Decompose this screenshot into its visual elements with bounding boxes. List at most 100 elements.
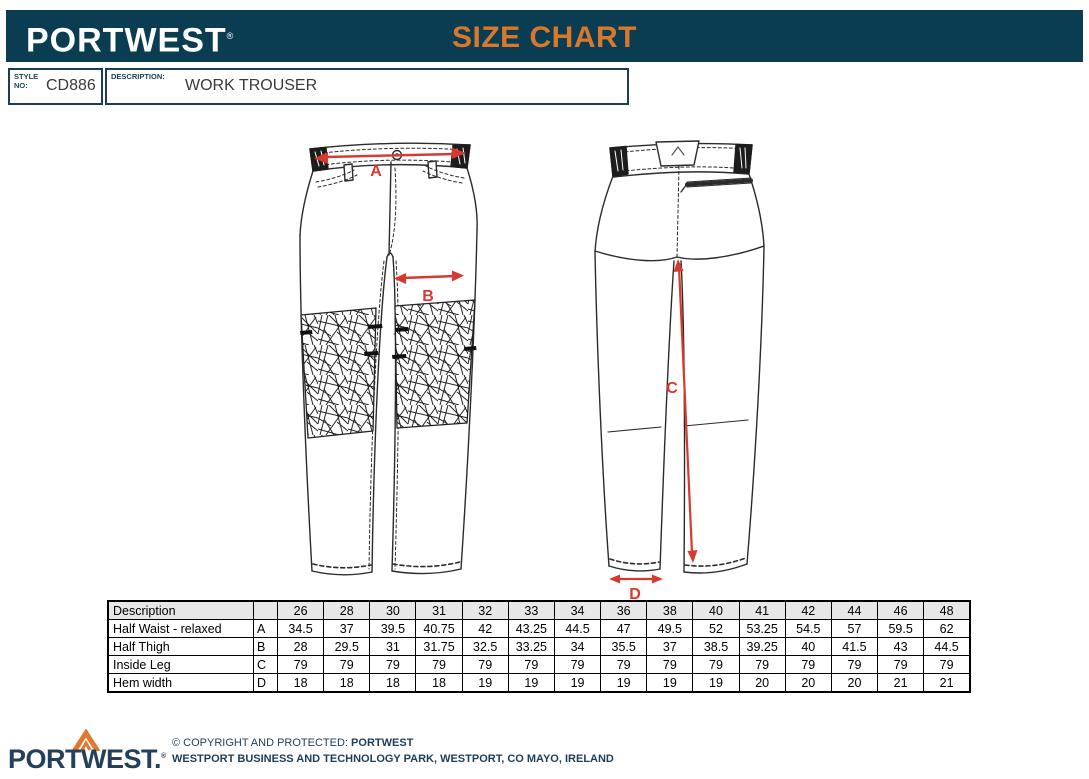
- col-header-size: 46: [877, 600, 925, 620]
- size-value: 39.25: [738, 637, 786, 656]
- size-value: 18: [276, 673, 325, 693]
- size-value: 19: [553, 673, 602, 693]
- size-value: 21: [877, 673, 925, 693]
- measurement-letter: C: [253, 655, 278, 674]
- col-header-size: 38: [646, 600, 694, 620]
- size-value: 40: [784, 637, 832, 656]
- size-value: 79: [784, 655, 832, 674]
- measure-label-b: B: [422, 288, 434, 305]
- col-header-size: 28: [323, 600, 371, 620]
- size-value: 20: [738, 673, 786, 693]
- size-value: 19: [692, 673, 740, 693]
- col-header-size: 36: [600, 600, 648, 620]
- size-value: 39.5: [369, 619, 417, 638]
- description-value: WORK TROUSER: [185, 77, 318, 94]
- measurement-name: Half Thigh: [107, 637, 254, 656]
- size-row-A: Half Waist - relaxed A 34.5 37 39.5 40.75 42 43…: [107, 619, 971, 638]
- size-value: 20: [830, 673, 879, 693]
- size-value: 19: [600, 673, 648, 693]
- size-value: 37: [646, 637, 694, 656]
- trouser-back-drawing: C D: [594, 140, 765, 601]
- measurement-letter: D: [253, 673, 278, 693]
- size-value: 43: [877, 637, 925, 656]
- measure-arrow-c: [673, 259, 698, 563]
- size-value: 79: [369, 655, 417, 674]
- size-value: 79: [877, 655, 925, 674]
- address-line: WESTPORT BUSINESS AND TECHNOLOGY PARK, W…: [172, 753, 614, 765]
- size-value: 18: [369, 673, 417, 693]
- measurement-name: Inside Leg: [107, 655, 254, 674]
- size-table: Description 26 28 30 31 32 33 34 36 38 40 41 42 44 46 4…: [107, 600, 971, 693]
- size-value: 31.75: [415, 637, 463, 656]
- size-value: 44.5: [553, 619, 602, 638]
- size-value: 38.5: [692, 637, 740, 656]
- footer-registered-mark: ®: [161, 753, 166, 760]
- footer-portwest-logo: PORTWEST.®: [8, 744, 166, 774]
- size-value: 19: [646, 673, 694, 693]
- style-number-box: STYLE NO: CD886: [8, 68, 103, 105]
- portwest-logo: PORTWEST®: [26, 18, 233, 58]
- size-value: 62: [923, 619, 971, 638]
- size-value: 34.5: [276, 619, 325, 638]
- col-header-size: 40: [692, 600, 740, 620]
- size-value: 79: [923, 655, 971, 674]
- measurement-name: Hem width: [107, 673, 254, 693]
- size-value: 79: [323, 655, 371, 674]
- size-value: 37: [323, 619, 371, 638]
- size-value: 43.25: [507, 619, 555, 638]
- col-header-size: 32: [461, 600, 509, 620]
- portwest-triangle-icon: [71, 729, 101, 751]
- table-header-row: Description 26 28 30 31 32 33 34 36 38 40 41 42 44 46 4…: [107, 600, 971, 620]
- size-value: 35.5: [600, 637, 648, 656]
- size-value: 31: [369, 637, 417, 656]
- size-value: 59.5: [877, 619, 925, 638]
- size-row-D: Hem width D 18 18 18 18 19 19 19 19 19 19 20 20 20 21 21: [107, 673, 971, 693]
- description-box: DESCRIPTION: WORK TROUSER: [105, 68, 629, 105]
- size-value: 42: [461, 619, 509, 638]
- measurement-letter: B: [253, 637, 278, 656]
- col-header-size: 33: [507, 600, 555, 620]
- portwest-logo-text: PORTWEST: [26, 21, 227, 60]
- size-value: 29.5: [323, 637, 371, 656]
- measure-arrow-d: [609, 574, 663, 584]
- description-label: DESCRIPTION:: [111, 72, 165, 81]
- measure-label-a: A: [370, 163, 382, 180]
- size-value: 54.5: [784, 619, 832, 638]
- style-number-value: CD886: [46, 77, 96, 94]
- size-value: 53.25: [738, 619, 786, 638]
- size-value: 79: [600, 655, 648, 674]
- size-value: 32.5: [461, 637, 509, 656]
- size-row-B: Half Thigh B 28 29.5 31 31.75 32.5 33.25 34 35.5 3…: [107, 637, 971, 656]
- size-value: 79: [646, 655, 694, 674]
- trouser-front-drawing: A B: [299, 142, 478, 576]
- col-header-letter: [253, 600, 278, 620]
- measure-label-d: D: [629, 586, 641, 601]
- col-header-size: 41: [738, 600, 786, 620]
- col-header-size: 30: [369, 600, 417, 620]
- col-header-size: 31: [415, 600, 463, 620]
- size-value: 79: [415, 655, 463, 674]
- size-value: 41.5: [830, 637, 879, 656]
- size-value: 18: [323, 673, 371, 693]
- style-no-label: STYLE NO:: [14, 72, 39, 90]
- size-value: 57: [830, 619, 879, 638]
- size-value: 18: [415, 673, 463, 693]
- measure-arrow-b: [394, 270, 464, 284]
- size-value: 79: [692, 655, 740, 674]
- size-value: 79: [507, 655, 555, 674]
- measurement-name: Half Waist - relaxed: [107, 619, 254, 638]
- size-value: 79: [830, 655, 879, 674]
- size-value: 40.75: [415, 619, 463, 638]
- size-value: 34: [553, 637, 602, 656]
- size-value: 79: [738, 655, 786, 674]
- copyright-line: © COPYRIGHT AND PROTECTED: PORTWEST: [172, 737, 414, 749]
- size-value: 79: [461, 655, 509, 674]
- size-value: 19: [507, 673, 555, 693]
- size-value: 21: [923, 673, 971, 693]
- size-row-C: Inside Leg C 79 79 79 79 79 79 79 79 79 79 79 79 79 79 7…: [107, 655, 971, 674]
- measure-label-c: C: [666, 380, 678, 397]
- size-value: 19: [461, 673, 509, 693]
- size-value: 49.5: [646, 619, 694, 638]
- size-value: 33.25: [507, 637, 555, 656]
